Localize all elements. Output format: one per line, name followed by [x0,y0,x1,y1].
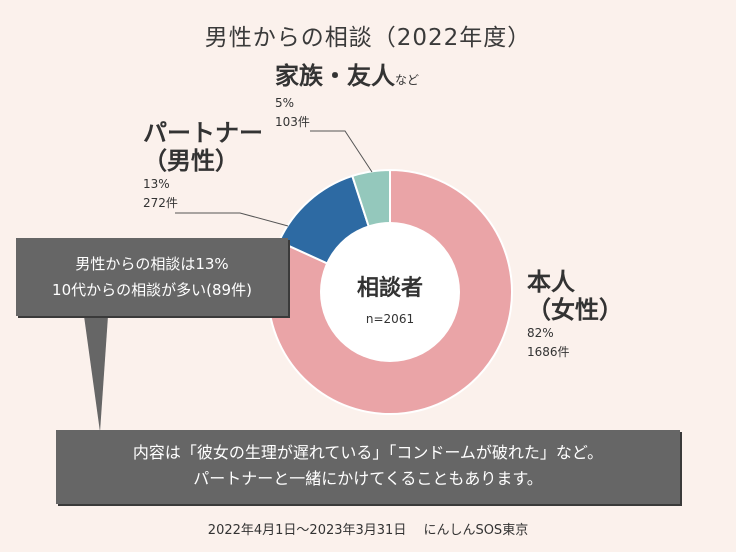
family-friends-suffix: など [395,73,420,87]
label-family-friends: 家族・友人など 5% 103件 [275,62,419,132]
label-partner: パートナー （男性） 13% 272件 [143,119,263,213]
family-friends-count: 103件 [275,115,310,129]
self-count: 1686件 [527,345,570,359]
family-friends-percent: 5% [275,96,295,110]
footer-source: 2022年4月1日～2023年3月31日 にんしんSOS東京 [207,523,529,538]
leader-family-friends [310,130,373,173]
callout-lower-line1: 内容は「彼女の生理が遅れている」「コンドームが破れた」など。 [132,443,604,462]
center-n: n=2061 [365,312,415,326]
self-name-2: （女性） [527,296,623,324]
partner-percent: 13% [143,177,170,191]
donut-center-label: 相談者 n=2061 [330,270,450,326]
self-percent: 82% [527,326,554,340]
callout-content: 内容は「彼女の生理が遅れている」「コンドームが破れた」など。 パートナーと一緒に… [56,430,680,504]
self-name: 本人 [527,268,575,296]
partner-name: パートナー [143,119,263,147]
callout-pointer [84,316,108,432]
callout-lower-line2: パートナーと一緒にかけてくることもあります。 [193,469,543,488]
partner-count: 272件 [143,196,178,210]
leader-partner [175,212,289,227]
center-title: 相談者 [356,276,423,301]
callout-male-consultations: 男性からの相談は13% 10代からの相談が多い(89件) [16,238,288,316]
donut-hole [320,222,460,362]
callout-upper-line1: 男性からの相談は13% [75,255,229,273]
label-self: 本人 （女性） 82% 1686件 [527,268,623,362]
partner-name-2: （男性） [143,147,239,175]
family-friends-name: 家族・友人 [275,62,395,90]
callout-upper-line2: 10代からの相談が多い(89件) [52,281,252,299]
chart-title: 男性からの相談（2022年度） [204,25,532,51]
